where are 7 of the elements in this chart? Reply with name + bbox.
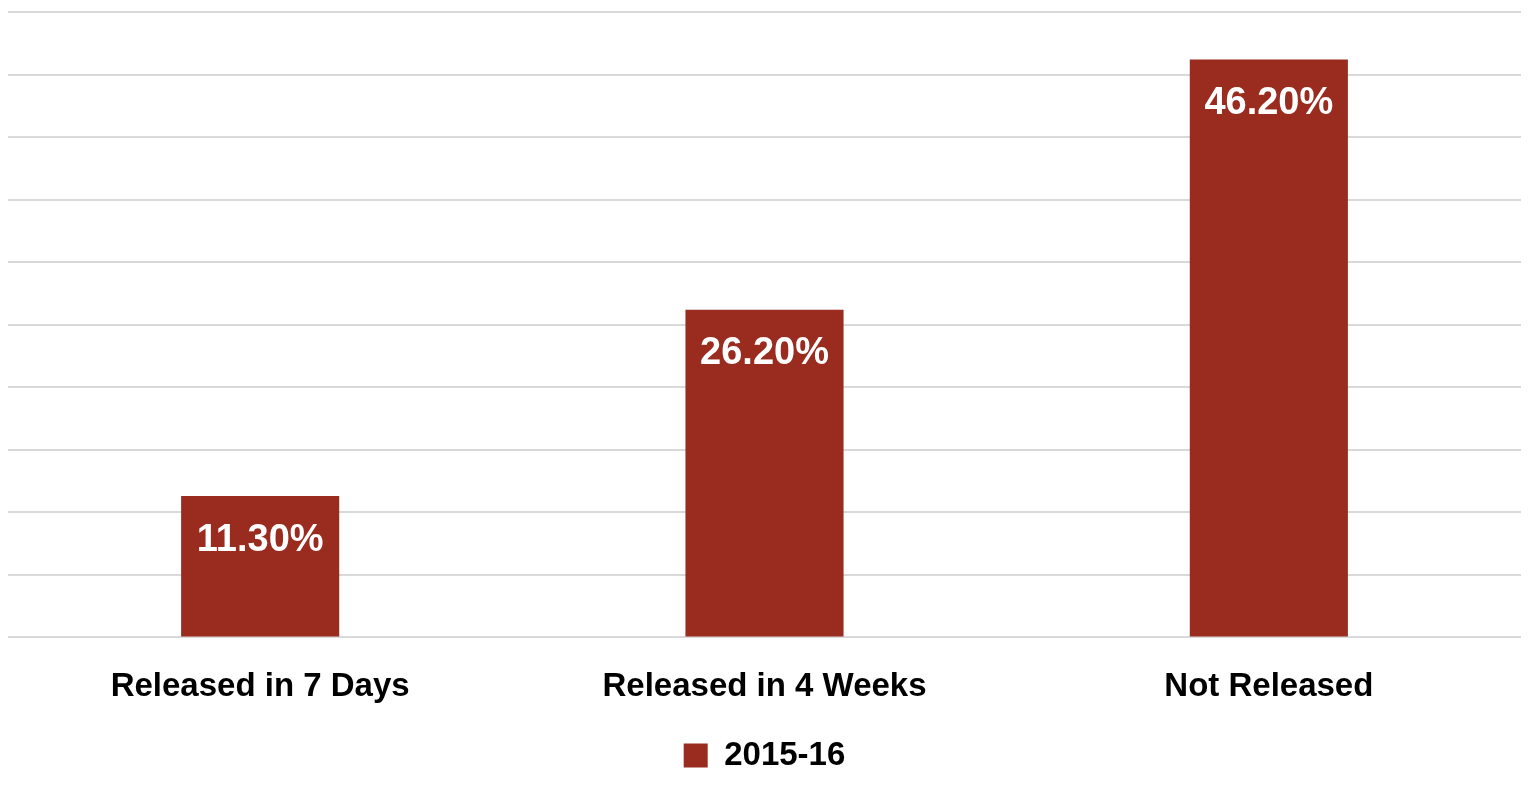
legend-label: 2015-16 (724, 734, 846, 772)
data-label: 46.20% (1204, 80, 1334, 123)
x-tick-label: Not Released (1164, 666, 1374, 704)
data-label: 11.30% (196, 516, 324, 559)
x-tick-label: Released in 7 Days (110, 666, 410, 704)
x-tick-label: Released in 4 Weeks (602, 666, 927, 704)
data-label: 26.20% (700, 330, 829, 373)
